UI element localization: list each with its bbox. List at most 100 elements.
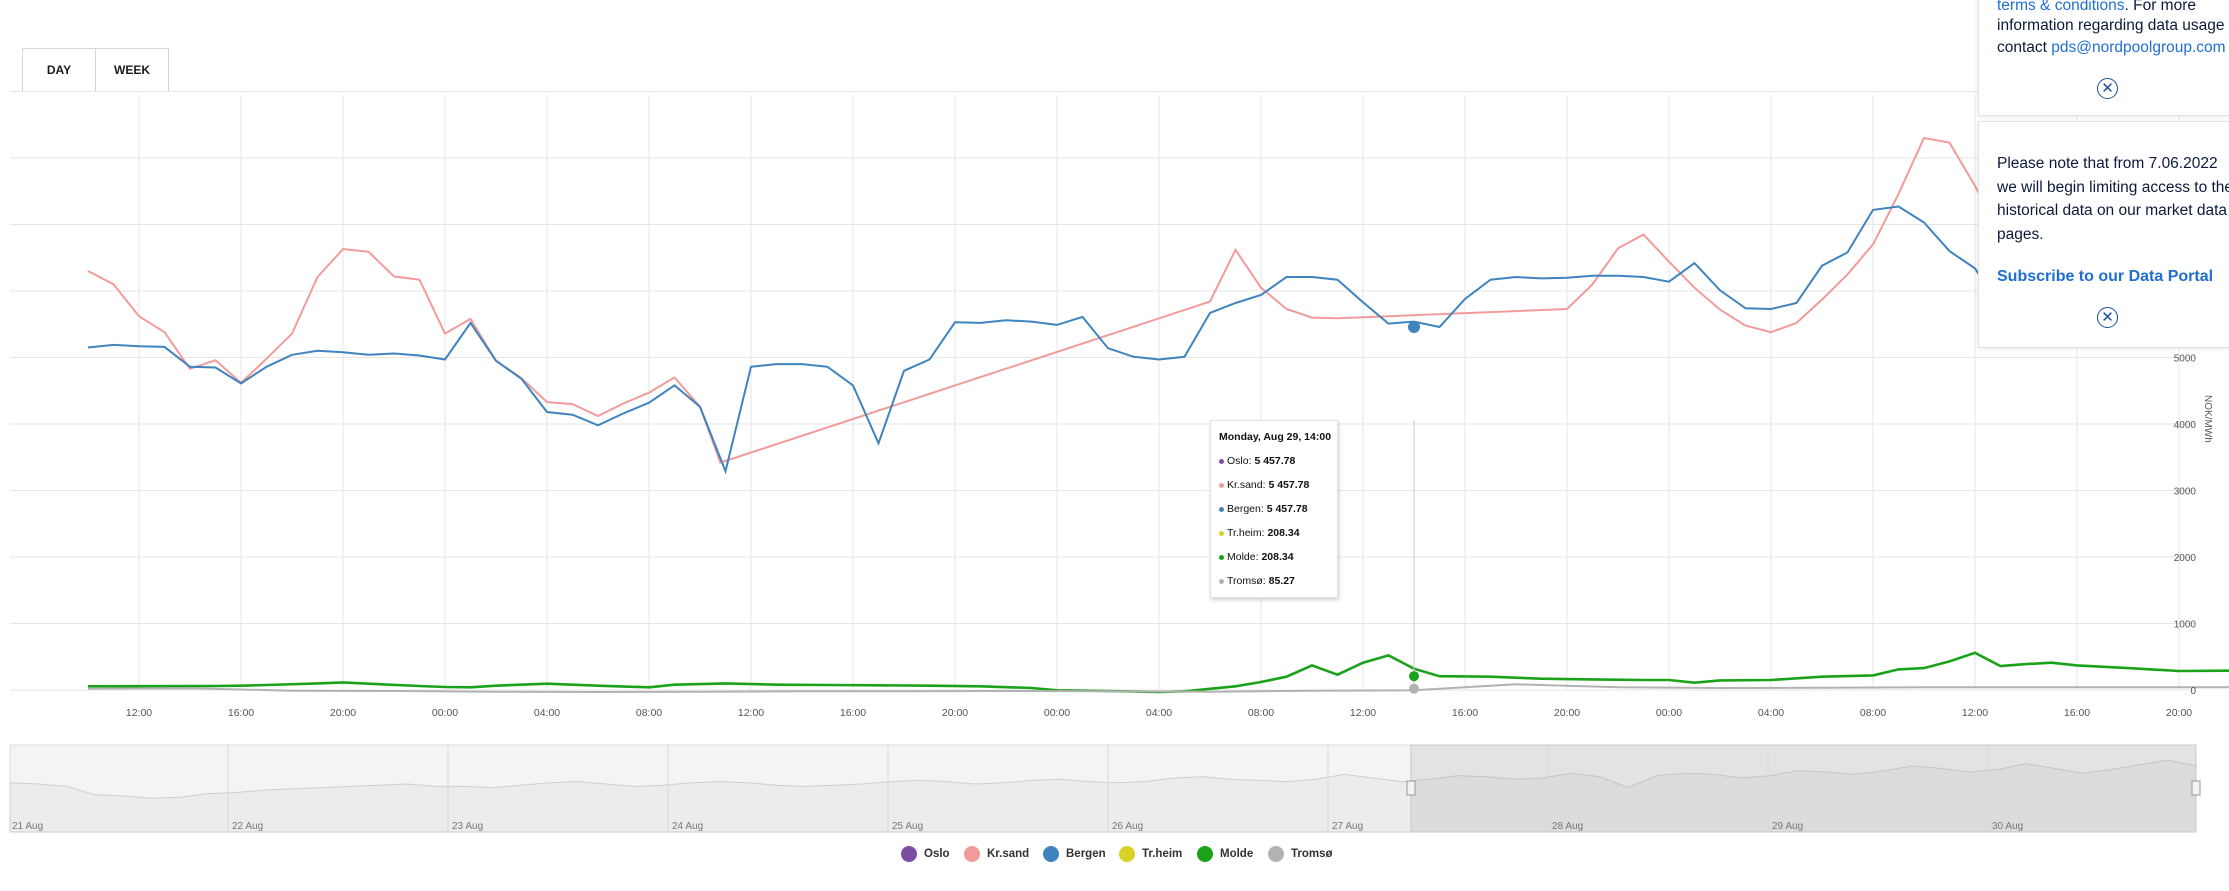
tooltip-row: Tromsø: 85.27 xyxy=(1219,575,1295,587)
y-tick-label: 3000 xyxy=(2174,487,2197,498)
x-tick-label: 20:00 xyxy=(1554,707,1580,719)
tooltip-series-value: 5 457.78 xyxy=(1266,503,1308,515)
tooltip-series-label: Tromsø: xyxy=(1227,575,1269,587)
tooltip-series-label: Kr.sand: xyxy=(1227,479,1269,491)
navigator-label: 25 Aug xyxy=(892,821,923,832)
legend-item[interactable]: Tromsø xyxy=(1268,846,1333,862)
legend-label: Tromsø xyxy=(1291,848,1333,860)
tooltip-series-label: Tr.heim: xyxy=(1227,527,1268,539)
y-axis-label: NOK/MWh xyxy=(2202,395,2213,443)
subscribe-link[interactable]: Subscribe to our Data Portal xyxy=(1997,268,2214,285)
series-line-molde xyxy=(87,651,2229,694)
y-tick-label: 1000 xyxy=(2174,620,2197,631)
x-tick-label: 00:00 xyxy=(1044,707,1070,719)
terms-text-2: information regarding data usage xyxy=(1997,17,2225,34)
hover-marker-molde xyxy=(1409,671,1419,682)
range-selector: DAY WEEK xyxy=(22,48,169,92)
contact-text: contact pds@nordpoolgroup.com xyxy=(1997,36,2229,60)
close-icon[interactable]: ✕ xyxy=(2097,78,2118,99)
day-button[interactable]: DAY xyxy=(22,48,96,92)
navigator-label: 28 Aug xyxy=(1552,821,1583,832)
contact-email-link[interactable]: pds@nordpoolgroup.com xyxy=(2051,39,2226,56)
legend-dot-icon xyxy=(1197,846,1213,862)
navigator-label: 22 Aug xyxy=(232,821,263,832)
y-tick-label: 4000 xyxy=(2174,420,2197,431)
hover-marker-bergen xyxy=(1408,321,1420,334)
terms-text-1: . For more xyxy=(2124,0,2196,14)
close-icon[interactable]: ✕ xyxy=(2097,307,2118,328)
navigator-area xyxy=(9,759,2197,833)
navigator-label: 26 Aug xyxy=(1112,821,1143,832)
legend-label: Molde xyxy=(1220,848,1254,860)
x-tick-label: 12:00 xyxy=(1962,707,1988,719)
series-dot-icon xyxy=(1219,578,1224,584)
x-tick-label: 04:00 xyxy=(534,707,560,719)
x-tick-label: 12:00 xyxy=(1350,707,1376,719)
series-lines xyxy=(87,136,2229,694)
tooltip-row: Bergen: 5 457.78 xyxy=(1219,503,1308,515)
navigator-label: 29 Aug xyxy=(1772,821,1803,832)
tooltip-series-value: 5 457.78 xyxy=(1268,479,1310,491)
series-dot-icon xyxy=(1219,530,1224,536)
axis-labels: 12:00 16:00 20:00 00:00 04:00 08:00 12:00 16:00… xyxy=(126,354,2213,720)
tooltip-series-value: 85.27 xyxy=(1268,575,1295,587)
terms-link[interactable]: terms & conditions xyxy=(1997,0,2125,14)
hover-marker-tromso xyxy=(1409,683,1419,694)
legend-item[interactable]: Bergen xyxy=(1043,846,1106,862)
tooltip-series-label: Molde: xyxy=(1227,551,1262,563)
legend-item[interactable]: Kr.sand xyxy=(964,846,1029,862)
x-tick-label: 20:00 xyxy=(330,707,356,719)
legend-label: Bergen xyxy=(1066,848,1106,860)
tooltip-title: Monday, Aug 29, 14:00 xyxy=(1219,431,1332,443)
x-tick-label: 04:00 xyxy=(1146,707,1172,719)
x-tick-label: 08:00 xyxy=(1860,707,1886,719)
notice-panel: Please note that from 7.06.2022 we will … xyxy=(1978,121,2229,348)
x-tick-label: 16:00 xyxy=(228,707,254,719)
legend-label: Tr.heim xyxy=(1142,848,1183,860)
x-tick-label: 12:00 xyxy=(738,707,764,719)
x-tick-label: 08:00 xyxy=(1248,707,1274,719)
tooltip-series-value: 208.34 xyxy=(1261,551,1294,563)
x-tick-label: 16:00 xyxy=(1452,707,1478,719)
navigator-label: 24 Aug xyxy=(672,821,703,832)
tooltip-row: Tr.heim: 208.34 xyxy=(1219,527,1300,539)
tooltip-row: Oslo: 5 457.78 xyxy=(1219,455,1295,467)
y-tick-label: 0 xyxy=(2190,686,2196,697)
legend-item[interactable]: Oslo xyxy=(901,846,950,862)
x-tick-label: 16:00 xyxy=(2064,707,2090,719)
terms-text: terms & conditions. For more xyxy=(1997,0,2229,18)
notice-text: Please note that from 7.06.2022 we will … xyxy=(1997,155,2229,243)
x-tick-label: 04:00 xyxy=(1758,707,1784,719)
series-dot-icon xyxy=(1219,458,1224,464)
tooltip-row: Molde: 208.34 xyxy=(1219,551,1294,563)
tooltip-series-value: 208.34 xyxy=(1267,527,1300,539)
navigator-handle[interactable] xyxy=(2191,780,2201,796)
y-tick-label: 5000 xyxy=(2174,354,2197,365)
navigator-handle[interactable] xyxy=(1406,780,1416,796)
legend-dot-icon xyxy=(1043,846,1059,862)
series-dot-icon xyxy=(1219,482,1224,488)
legend-item[interactable]: Tr.heim xyxy=(1119,846,1182,862)
series-line-troms xyxy=(87,683,2229,694)
x-tick-label: 00:00 xyxy=(432,707,458,719)
x-tick-label: 12:00 xyxy=(126,707,152,719)
series-line-krsand xyxy=(87,136,2052,464)
y-tick-label: 2000 xyxy=(2174,553,2197,564)
chart-tooltip: Monday, Aug 29, 14:00 Oslo: 5 457.78 Kr.s… xyxy=(1210,420,1338,598)
navigator-selection[interactable] xyxy=(1410,744,2197,833)
legend-label: Oslo xyxy=(924,848,950,860)
tooltip-series-label: Bergen: xyxy=(1227,503,1267,515)
grid-lines xyxy=(10,91,2196,691)
legend-dot-icon xyxy=(964,846,980,862)
legend-dot-icon xyxy=(1119,846,1135,862)
x-tick-label: 08:00 xyxy=(636,707,662,719)
legend-dot-icon xyxy=(901,846,917,862)
contact-label: contact xyxy=(1997,39,2052,56)
navigator: 21 Aug 22 Aug 23 Aug 24 Aug 25 Aug 26 Aug 27 A… xyxy=(9,744,2201,833)
chart-legend: Oslo Kr.sand Bergen Tr.heim Molde Tromsø xyxy=(0,846,2229,866)
legend-item[interactable]: Molde xyxy=(1197,846,1253,862)
series-line-bergen xyxy=(87,205,2078,475)
navigator-label: 23 Aug xyxy=(452,821,483,832)
tooltip-series-value: 5 457.78 xyxy=(1254,455,1296,467)
